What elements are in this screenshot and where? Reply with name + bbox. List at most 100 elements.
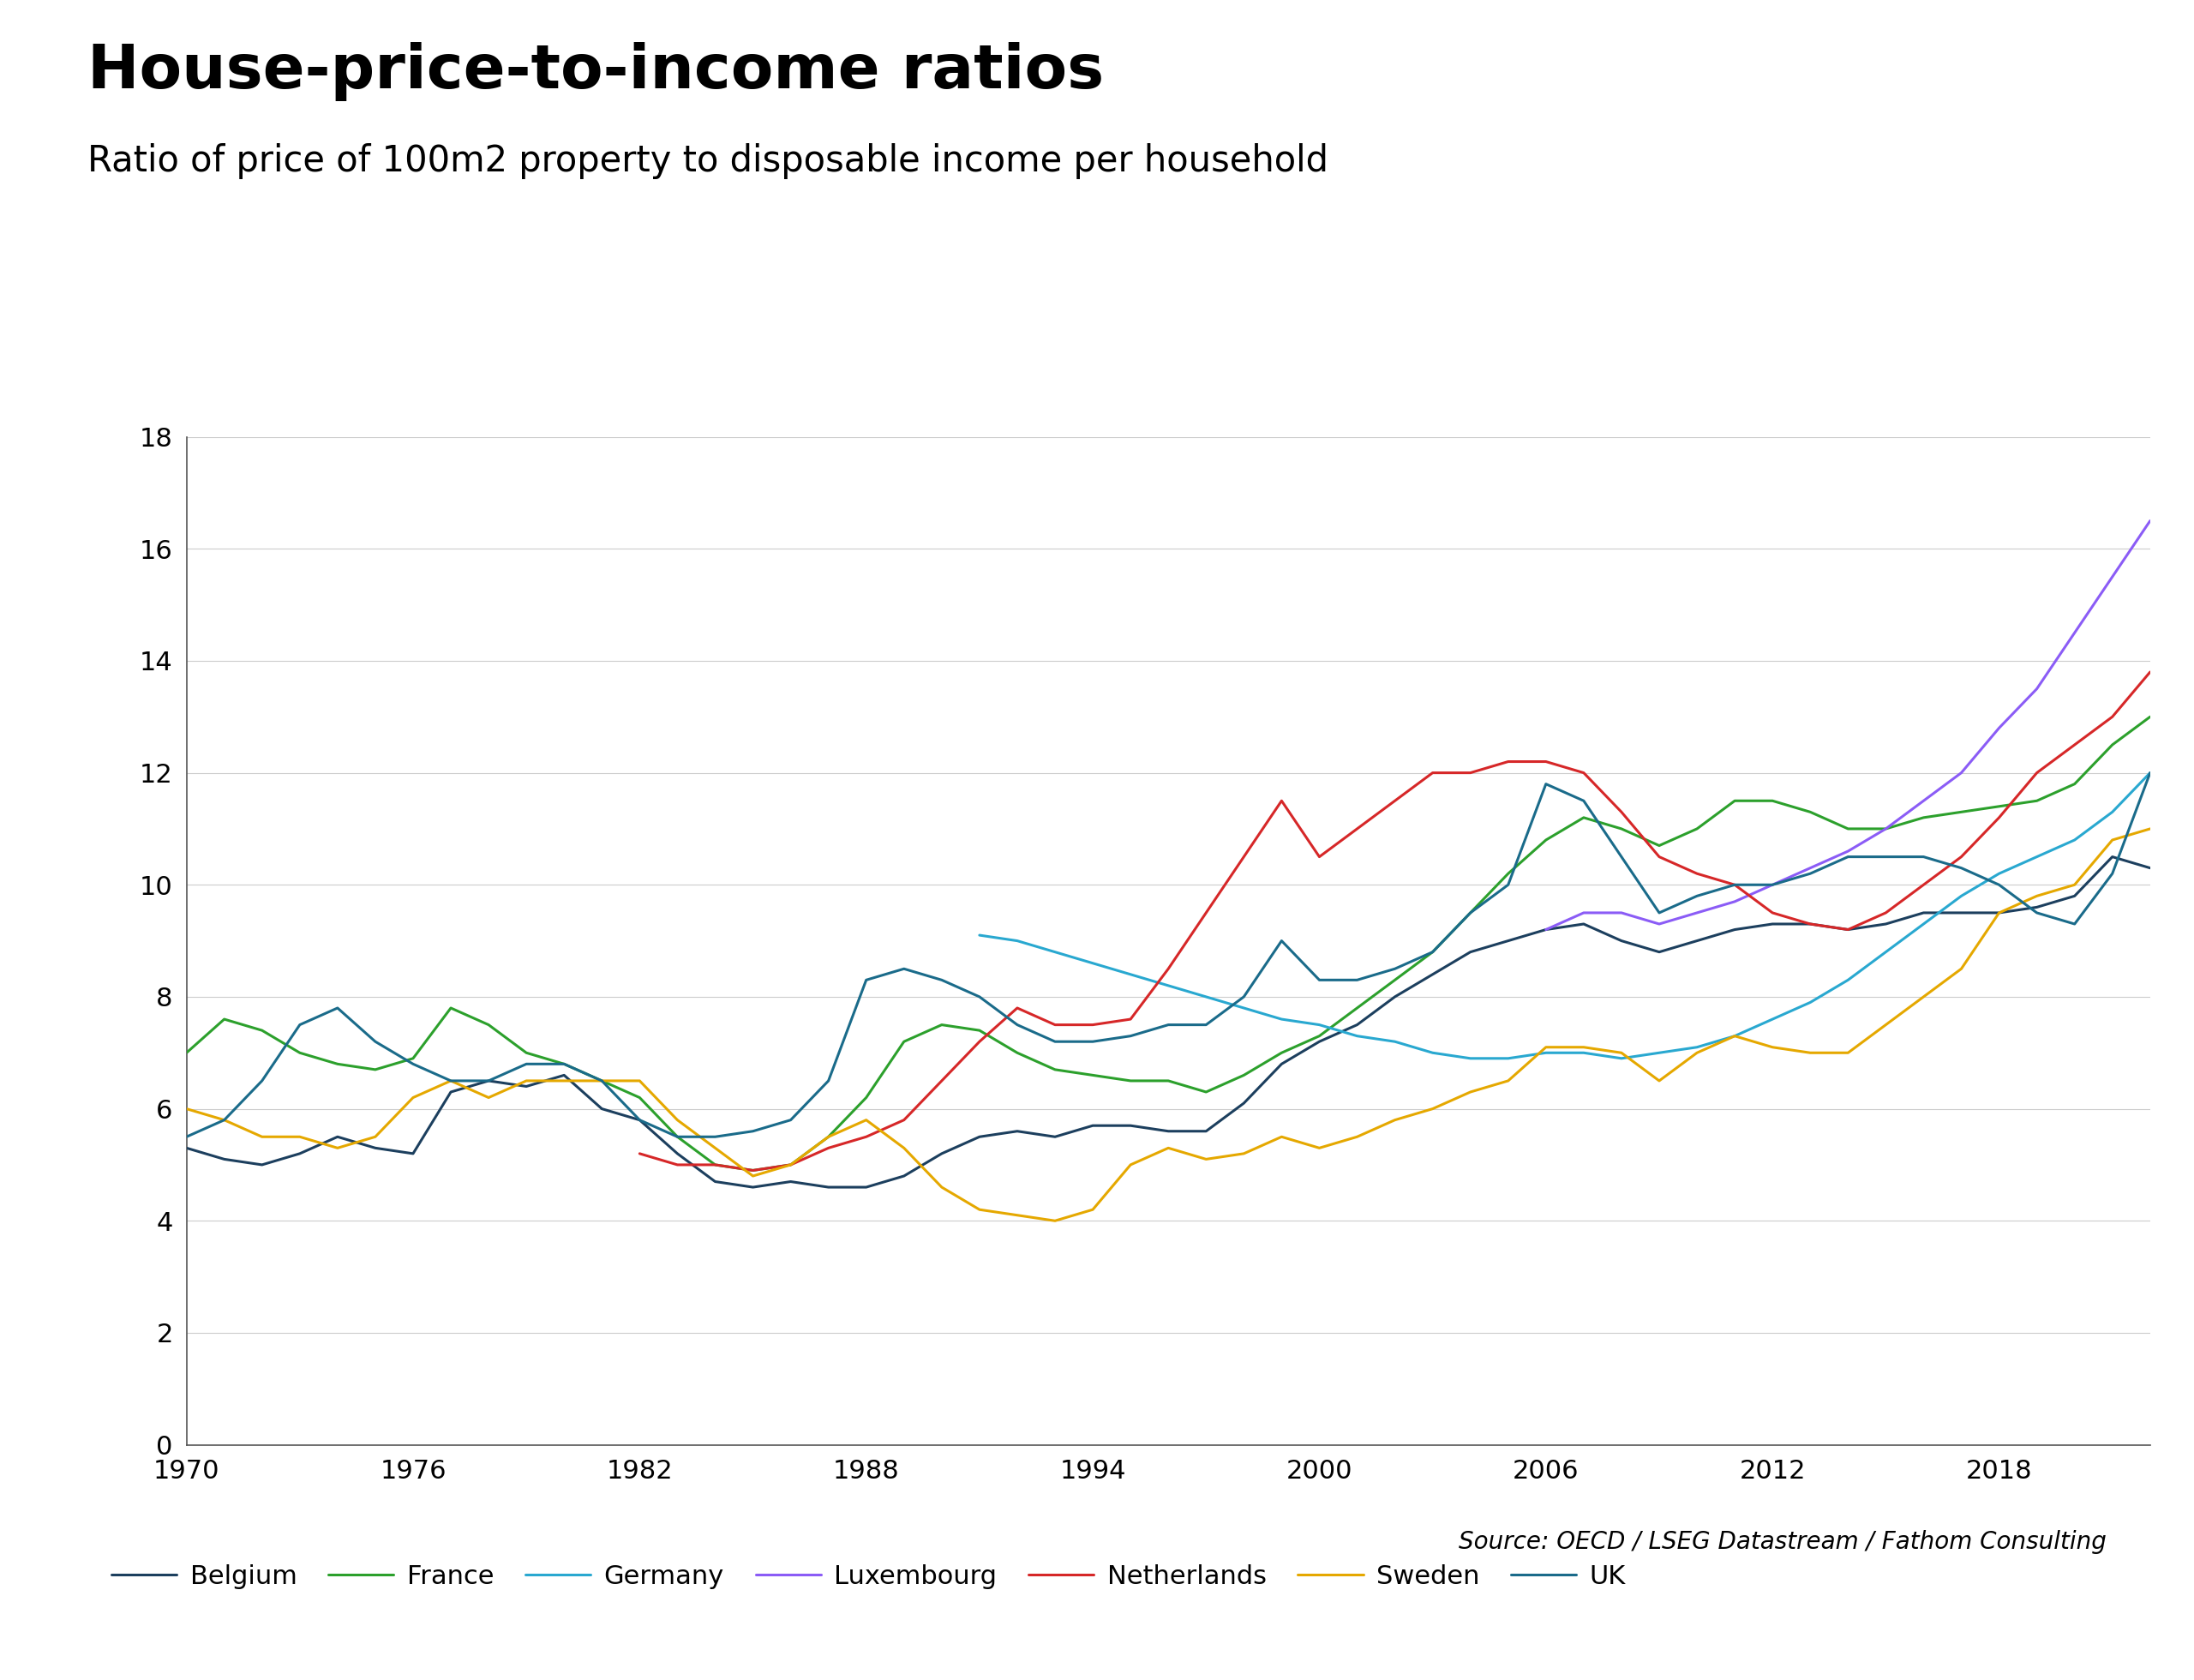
Germany <box>2100 801 2126 822</box>
Text: Source: OECD / LSEG Datastream / Fathom Consulting: Source: OECD / LSEG Datastream / Fathom … <box>1459 1530 2106 1554</box>
Netherlands <box>1722 875 1749 895</box>
Netherlands <box>1571 763 1597 783</box>
Netherlands <box>665 1154 691 1174</box>
Netherlands <box>2062 734 2089 754</box>
Netherlands <box>928 1070 954 1090</box>
Netherlands <box>1986 808 2012 828</box>
Germany <box>2062 830 2089 850</box>
Germany <box>1005 931 1031 951</box>
Netherlands <box>1231 847 1257 867</box>
Sweden <box>173 1099 200 1119</box>
France <box>2137 707 2163 727</box>
Belgium <box>1382 986 1409 1006</box>
UK <box>702 1127 728 1147</box>
Text: Ratio of price of 100m2 property to disposable income per household: Ratio of price of 100m2 property to disp… <box>88 143 1330 178</box>
Line: Germany: Germany <box>979 773 2150 1058</box>
Belgium <box>1494 931 1520 951</box>
Netherlands <box>777 1154 803 1174</box>
Netherlands <box>1420 763 1446 783</box>
Netherlands <box>1683 864 1709 884</box>
Netherlands <box>1948 847 1975 867</box>
Netherlands <box>2023 763 2049 783</box>
Germany <box>1156 976 1183 996</box>
UK <box>1420 942 1446 963</box>
Germany <box>1683 1037 1709 1057</box>
Luxembourg <box>2100 566 2126 586</box>
Netherlands <box>1494 751 1520 771</box>
Netherlands <box>1760 902 1786 922</box>
France <box>739 1161 766 1181</box>
Germany <box>1117 964 1143 984</box>
Line: Luxembourg: Luxembourg <box>1547 521 2150 929</box>
Netherlands <box>1646 847 1672 867</box>
Netherlands <box>702 1154 728 1174</box>
Line: Netherlands: Netherlands <box>641 672 2150 1171</box>
Netherlands <box>1457 763 1483 783</box>
Netherlands <box>1268 791 1294 811</box>
Netherlands <box>1345 818 1371 838</box>
UK <box>2137 763 2163 783</box>
Line: Belgium: Belgium <box>186 857 2150 1188</box>
Luxembourg <box>2062 623 2089 643</box>
Luxembourg <box>1986 717 2012 738</box>
Sweden <box>2137 818 2163 838</box>
Netherlands <box>627 1144 654 1164</box>
Germany <box>1305 1015 1332 1035</box>
Germany <box>1760 1010 1786 1030</box>
Sweden <box>1042 1211 1068 1231</box>
Germany <box>1420 1043 1446 1063</box>
UK <box>1345 969 1371 990</box>
Germany <box>1986 864 2012 884</box>
Luxembourg <box>1760 875 1786 895</box>
France <box>173 1043 200 1063</box>
France <box>1345 998 1371 1018</box>
Sweden <box>702 1137 728 1158</box>
Germany <box>1042 942 1068 963</box>
Netherlands <box>1874 902 1900 922</box>
Sweden <box>1382 1110 1409 1131</box>
Luxembourg <box>1834 842 1861 862</box>
Netherlands <box>891 1110 917 1131</box>
Belgium <box>2100 847 2126 867</box>
France <box>1457 902 1483 922</box>
Sweden <box>1345 1127 1371 1147</box>
Germany <box>1608 1048 1635 1068</box>
Sweden <box>1722 1026 1749 1047</box>
Belgium <box>739 1178 766 1198</box>
France <box>702 1154 728 1174</box>
Germany <box>2137 763 2163 783</box>
Netherlands <box>1608 801 1635 822</box>
Netherlands <box>816 1137 842 1158</box>
Luxembourg <box>1797 858 1823 879</box>
Netherlands <box>2137 662 2163 682</box>
Luxembourg <box>1571 902 1597 922</box>
Germany <box>1345 1026 1371 1047</box>
Germany <box>1571 1043 1597 1063</box>
Luxembourg <box>1534 919 1560 939</box>
Germany <box>1079 953 1106 973</box>
Germany <box>1797 993 1823 1013</box>
France <box>1722 791 1749 811</box>
Germany <box>1834 969 1861 990</box>
Luxembourg <box>2137 511 2163 531</box>
Netherlands <box>739 1161 766 1181</box>
UK <box>173 1127 200 1147</box>
Germany <box>1231 998 1257 1018</box>
France <box>1382 969 1409 990</box>
Netherlands <box>1042 1015 1068 1035</box>
Netherlands <box>1382 791 1409 811</box>
Netherlands <box>2100 707 2126 727</box>
Belgium <box>1345 1015 1371 1035</box>
Line: Sweden: Sweden <box>186 828 2150 1221</box>
Netherlands <box>1834 919 1861 939</box>
Germany <box>1948 885 1975 906</box>
Luxembourg <box>1608 902 1635 922</box>
Germany <box>1457 1048 1483 1068</box>
Belgium <box>2137 858 2163 879</box>
Line: France: France <box>186 717 2150 1171</box>
Legend: Belgium, France, Germany, Luxembourg, Netherlands, Sweden, UK: Belgium, France, Germany, Luxembourg, Ne… <box>101 1554 1637 1599</box>
UK <box>1911 847 1937 867</box>
Germany <box>1534 1043 1560 1063</box>
Netherlands <box>1534 751 1560 771</box>
Belgium <box>1457 942 1483 963</box>
